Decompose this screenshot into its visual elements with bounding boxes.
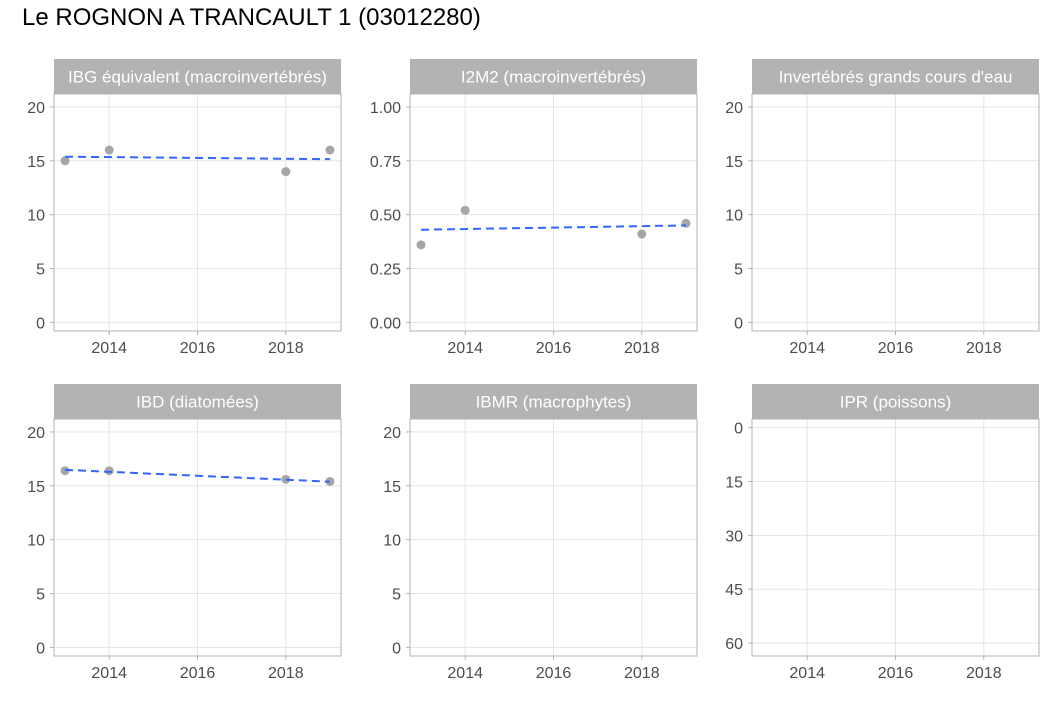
y-tick-label: 20 [725, 100, 743, 117]
y-tick-label: 0 [36, 315, 45, 332]
trend-line [421, 224, 686, 231]
x-tick-label: 2016 [536, 665, 572, 682]
x-tick-label: 2018 [268, 665, 304, 682]
y-tick-label: 10 [27, 533, 45, 550]
x-tick-label: 2014 [91, 340, 127, 357]
facet-strip [752, 59, 1039, 94]
trend-line [64, 468, 331, 483]
x-tick-label: 2018 [966, 340, 1002, 357]
data-point [637, 229, 647, 239]
facet-strip-title: IBD (diatomées) [136, 393, 259, 412]
y-tick-label: 0.00 [370, 315, 401, 332]
y-tick-label: 15 [725, 474, 743, 491]
facet-strip [54, 59, 341, 94]
y-tick-label: 15 [725, 154, 743, 171]
y-tick-label: 15 [27, 479, 45, 496]
facet-strip [410, 384, 697, 419]
y-tick-label: 30 [725, 528, 743, 545]
x-tick-label: 2016 [180, 340, 216, 357]
x-tick-label: 2016 [878, 665, 914, 682]
x-tick-label: 2016 [536, 340, 572, 357]
x-tick-label: 2018 [624, 665, 660, 682]
y-tick-label: 10 [725, 208, 743, 225]
x-tick-label: 2016 [878, 340, 914, 357]
y-tick-label: 10 [27, 208, 45, 225]
y-tick-label: 20 [27, 100, 45, 117]
y-tick-label: 1.00 [370, 100, 401, 117]
data-point [416, 240, 426, 250]
y-tick-label: 45 [725, 582, 743, 599]
x-tick-label: 2014 [447, 665, 483, 682]
facet-strip-title: Invertébrés grands cours d'eau [779, 68, 1013, 87]
facet-panel-3: Invertébrés grands cours d'eau 0 5 10 15 20 20… [725, 59, 1040, 357]
x-tick-label: 2016 [180, 665, 216, 682]
facet-strip [752, 384, 1039, 419]
page-title: Le ROGNON A TRANCAULT 1 (03012280) [22, 4, 481, 31]
y-tick-label: 5 [36, 587, 45, 604]
trend-line [65, 155, 330, 161]
data-point [104, 145, 114, 155]
y-tick-label: 5 [734, 262, 743, 279]
y-tick-label: 60 [725, 636, 743, 653]
facet-panel-2: I2M2 (macroinvertébrés) 0.00 0.25 0.50 0.75 1… [370, 59, 698, 357]
y-tick-label: 5 [392, 587, 401, 604]
facet-strip [410, 59, 697, 94]
facet-strip-title: IPR (poissons) [840, 393, 951, 412]
data-point [281, 474, 291, 484]
y-tick-label: 20 [27, 425, 45, 442]
facet-strip-title: I2M2 (macroinvertébrés) [461, 68, 646, 87]
y-tick-label: 0 [36, 640, 45, 657]
y-tick-label: 15 [383, 479, 401, 496]
x-tick-label: 2014 [789, 665, 825, 682]
facet-strip-title: IBG équivalent (macroinvertébrés) [68, 68, 327, 87]
y-tick-label: 0 [734, 421, 743, 438]
x-tick-label: 2014 [447, 340, 483, 357]
facet-panel-4: IBD (diatomées) 0 5 10 15 20 2014 2016 2018 [27, 384, 342, 682]
y-tick-label: 0.75 [370, 154, 401, 171]
data-point [325, 145, 335, 155]
facet-panel-6: IPR (poissons) 0 15 30 45 60 2014 2016 2018 [725, 384, 1040, 682]
data-point [281, 167, 291, 177]
y-tick-label: 0.50 [370, 208, 401, 225]
y-tick-label: 5 [36, 262, 45, 279]
y-tick-label: 0 [392, 640, 401, 657]
facet-strip-title: IBMR (macrophytes) [476, 393, 632, 412]
data-point [60, 156, 70, 166]
x-tick-label: 2018 [966, 665, 1002, 682]
data-point [460, 205, 470, 215]
x-tick-label: 2014 [789, 340, 825, 357]
y-tick-label: 20 [383, 425, 401, 442]
x-tick-label: 2018 [268, 340, 304, 357]
y-tick-label: 0.25 [370, 262, 401, 279]
y-tick-label: 15 [27, 154, 45, 171]
data-point [104, 466, 114, 476]
facet-panel-1: IBG équivalent (macroinvertébrés) 0 5 10 15 2… [27, 59, 342, 357]
y-tick-label: 0 [734, 315, 743, 332]
y-tick-label: 10 [383, 533, 401, 550]
facet-strip [54, 384, 341, 419]
x-tick-label: 2014 [91, 665, 127, 682]
facet-panel-5: IBMR (macrophytes) 0 5 10 15 20 2014 2016 2018 [383, 384, 698, 682]
x-tick-label: 2018 [624, 340, 660, 357]
